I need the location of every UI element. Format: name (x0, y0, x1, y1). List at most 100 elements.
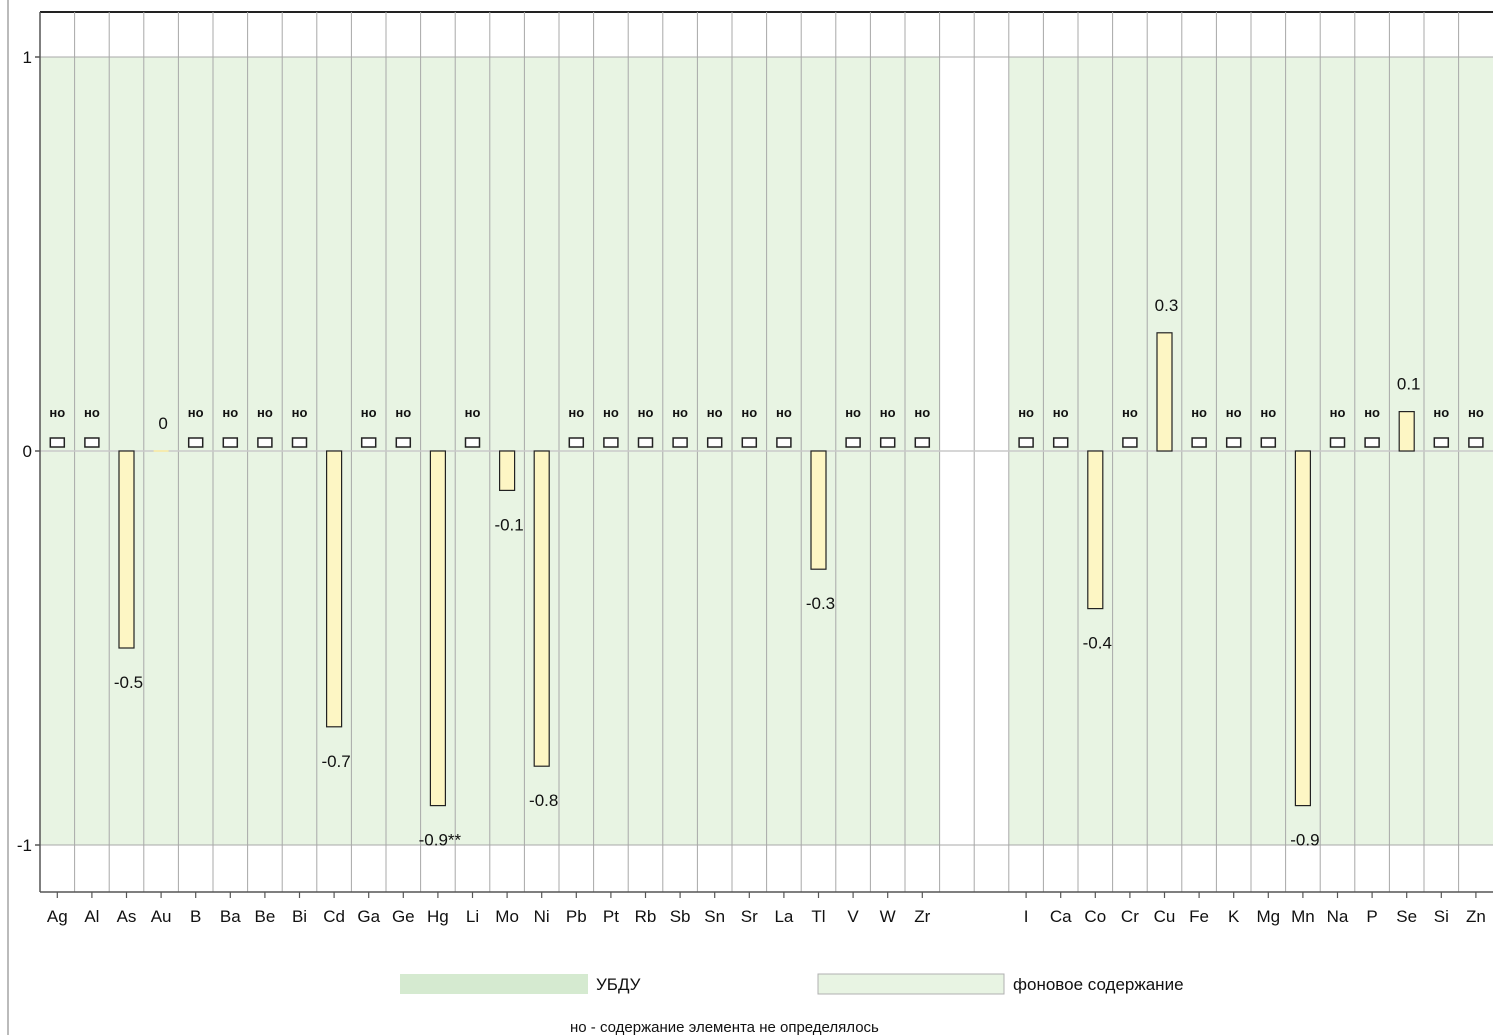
x-tick-label: Mg (1256, 907, 1280, 926)
x-tick-label: Al (84, 907, 99, 926)
not-determined-label: но (395, 405, 411, 420)
data-label: -0.4 (1083, 634, 1112, 653)
x-tick-label: Zr (914, 907, 930, 926)
not-determined-label: но (188, 405, 204, 420)
not-determined-marker (360, 437, 377, 448)
not-determined-label: но (603, 405, 619, 420)
not-determined-label: но (672, 405, 688, 420)
x-tick-label: Be (255, 907, 276, 926)
data-label: 0.3 (1155, 296, 1179, 315)
not-determined-label: но (1468, 405, 1484, 420)
not-determined-label: но (84, 405, 100, 420)
not-determined-label: но (1330, 405, 1346, 420)
x-tick-label: Mn (1291, 907, 1315, 926)
y-axis: 1 0 -1 (17, 12, 41, 892)
x-tick-label: Sb (670, 907, 691, 926)
not-determined-marker (1018, 437, 1034, 448)
not-determined-marker (1052, 437, 1069, 448)
data-label: -0.7 (321, 752, 350, 771)
legend: УБДУ фоновое содержание (400, 973, 1184, 995)
x-tick-label: Tl (811, 907, 825, 926)
x-tick-label: Hg (427, 907, 449, 926)
not-determined-marker (1191, 437, 1207, 448)
not-determined-marker (1468, 437, 1484, 448)
x-tick-label: Zn (1466, 907, 1486, 926)
x-tick-label: Se (1396, 907, 1417, 926)
not-determined-marker (706, 437, 723, 448)
x-tick-label: Pt (603, 907, 619, 926)
bar (1294, 450, 1312, 807)
not-determined-marker (914, 437, 931, 448)
not-determined-label: но (776, 405, 792, 420)
not-determined-marker (879, 437, 896, 448)
x-tick-label: I (1024, 907, 1029, 926)
x-tick-label: Li (466, 907, 479, 926)
data-label: 0 (158, 414, 167, 433)
not-determined-label: но (292, 405, 308, 420)
not-determined-marker (741, 437, 758, 448)
not-determined-marker (1433, 437, 1450, 448)
category-gridlines (39, 12, 1493, 892)
bar (499, 450, 516, 492)
bar (810, 450, 827, 570)
x-tick-label: Cr (1121, 907, 1139, 926)
x-tick-label: V (847, 907, 859, 926)
not-determined-label: но (222, 405, 238, 420)
x-tick-label: Mo (495, 907, 519, 926)
x-tick-label: W (880, 907, 896, 926)
x-tick-label: Ge (392, 907, 415, 926)
bar (533, 450, 550, 767)
x-tick-label: Ag (47, 907, 68, 926)
x-tick-label: Fe (1189, 907, 1209, 926)
legend-swatch-ubdu (400, 974, 588, 994)
y-tick-label: 0 (23, 442, 32, 461)
x-tick-label: Ga (357, 907, 380, 926)
not-determined-label: но (880, 405, 896, 420)
not-determined-label: но (1191, 405, 1207, 420)
bars (49, 332, 1484, 807)
not-determined-label: но (1018, 405, 1034, 420)
not-determined-marker (464, 437, 481, 448)
x-tick-label: Na (1327, 907, 1349, 926)
bar (118, 450, 135, 649)
x-tick-label: Sn (704, 907, 725, 926)
not-determined-marker (1122, 437, 1138, 448)
x-tick-label: Ca (1050, 907, 1072, 926)
not-determined-label: но (638, 405, 654, 420)
data-label: -0.1 (494, 515, 523, 534)
not-determined-label: но (1053, 405, 1069, 420)
data-label: 0.1 (1397, 375, 1421, 394)
not-determined-label: но (465, 405, 481, 420)
not-determined-marker (776, 437, 792, 448)
bar (429, 450, 446, 807)
x-tick-label: B (190, 907, 201, 926)
x-tick-label: As (117, 907, 137, 926)
x-tick-label: Sr (741, 907, 758, 926)
not-determined-label: но (1260, 405, 1276, 420)
not-determined-marker (672, 437, 688, 448)
x-axis: Ag Al As Au B Ba Be Bi Cd Ga Ge Hg Li Mo Ni Pb Pt Rb Sb Sn S… (40, 891, 1493, 926)
x-tick-label: Cd (323, 907, 345, 926)
not-determined-label: но (914, 405, 930, 420)
not-determined-marker (568, 437, 585, 448)
not-determined-marker (1329, 437, 1346, 448)
data-label: -0.8 (529, 791, 558, 810)
y-tick-label: 1 (23, 48, 32, 67)
not-determined-marker (222, 437, 239, 448)
not-determined-label: но (1364, 405, 1380, 420)
footnote: но - содержание элемента не определялось (570, 1019, 879, 1035)
x-tick-label: La (774, 907, 793, 926)
bar (326, 450, 343, 728)
bar (1087, 450, 1104, 610)
not-determined-marker (187, 437, 204, 448)
legend-label-background: фоновое содержание (1013, 975, 1184, 994)
not-determined-marker (637, 437, 654, 448)
x-tick-label: Co (1084, 907, 1106, 926)
not-determined-label: но (361, 405, 377, 420)
bar (1398, 411, 1415, 452)
x-tick-label: Cu (1154, 907, 1176, 926)
not-determined-marker (395, 437, 412, 448)
legend-swatch-background (817, 973, 1005, 995)
x-tick-label: Ba (220, 907, 241, 926)
